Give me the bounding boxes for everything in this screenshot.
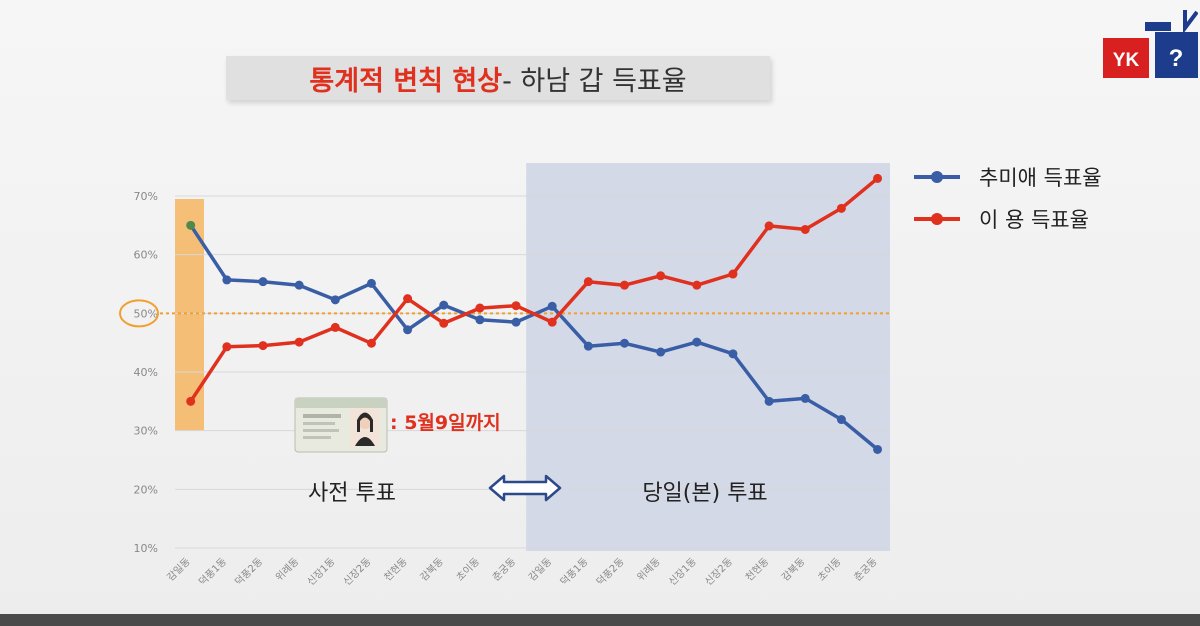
legend-dot-chu [931, 171, 943, 183]
x-tick-label: 신장2동 [341, 556, 374, 589]
y-tick-label: 20% [134, 483, 158, 496]
x-tick-label: 천현동 [382, 556, 410, 584]
x-tick-label: 춘궁동 [490, 556, 518, 584]
x-tick-label: 덕풍1동 [196, 556, 229, 589]
data-point [656, 347, 666, 357]
data-point [583, 277, 593, 287]
data-point [836, 203, 846, 213]
data-point [728, 349, 738, 359]
data-point [439, 300, 449, 310]
data-point [222, 342, 232, 352]
series-layer [186, 173, 883, 454]
x-tick-label: 감일동 [526, 556, 554, 584]
legend-label-chu: 추미애 득표율 [979, 166, 1102, 190]
y-tick-label: 50% [134, 307, 158, 320]
data-point [294, 337, 304, 347]
y-axis-ticks: 70% 60% 50% 40% 30% 20% 10% [134, 190, 158, 555]
data-point [330, 322, 340, 332]
y-tick-label: 70% [134, 190, 158, 203]
data-point [800, 224, 810, 234]
data-point [873, 173, 883, 183]
data-point [403, 294, 413, 304]
data-point [764, 396, 774, 406]
data-point [511, 317, 521, 327]
election-day-band [526, 163, 890, 551]
logo-blue-block [1155, 32, 1198, 78]
series-line-1 [189, 177, 879, 403]
data-point [873, 444, 883, 454]
y-tick-label: 10% [134, 542, 158, 555]
legend-dot-lee [931, 213, 943, 225]
x-tick-label: 덕풍1동 [558, 556, 591, 589]
x-tick-label: 신장2동 [703, 556, 736, 589]
logo-red-block [1103, 38, 1149, 78]
y-tick-label: 40% [134, 366, 158, 379]
data-point [294, 280, 304, 290]
x-tick-label: 감일동 [165, 556, 193, 584]
x-tick-label: 신장1동 [305, 556, 338, 589]
data-point [620, 280, 629, 290]
legend: 추미애 득표율 이 용 득표율 [914, 166, 1102, 232]
logo-right-text: ? [1169, 45, 1184, 72]
data-point [656, 271, 666, 281]
legend-label-lee: 이 용 득표율 [979, 208, 1089, 232]
data-point [439, 318, 449, 328]
x-tick-label: 천현동 [743, 556, 771, 584]
title-main: 통계적 변칙 현상 [309, 65, 503, 97]
data-point [692, 337, 702, 347]
data-point [511, 301, 521, 311]
x-tick-label: 덕풍2동 [594, 556, 627, 589]
data-point [475, 303, 485, 313]
early-vote-label: 사전 투표 [308, 481, 396, 506]
data-point [330, 295, 340, 305]
data-point [403, 325, 413, 335]
logo-check-mark [1183, 10, 1198, 34]
data-point [836, 415, 846, 425]
data-point [366, 278, 376, 288]
data-point [692, 280, 702, 290]
x-tick-label: 초이동 [816, 556, 844, 584]
id-card-icon [294, 397, 388, 453]
data-point [258, 277, 268, 287]
y-tick-label: 60% [134, 249, 158, 262]
logo-t-bar [1145, 22, 1171, 31]
data-point [620, 338, 629, 348]
title-box: 통계적 변칙 현상 - 하남 갑 득표율 [226, 56, 770, 100]
x-tick-label: 덕풍2동 [233, 556, 266, 589]
x-tick-label: 감북동 [779, 556, 807, 584]
data-point [583, 341, 593, 351]
data-point [728, 269, 738, 279]
first-precinct-highlight [175, 199, 204, 431]
election-day-label: 당일(본) 투표 [642, 481, 767, 506]
channel-logo: YK ? [1103, 10, 1198, 78]
x-tick-label: 감북동 [418, 556, 446, 584]
data-point [366, 338, 376, 348]
x-tick-label: 춘궁동 [852, 556, 880, 584]
logo-left-text: YK [1113, 50, 1140, 71]
title-sub: - 하남 갑 득표율 [502, 65, 687, 97]
fifty-percent-circle [119, 299, 159, 328]
data-point [547, 317, 557, 327]
data-point [222, 275, 232, 285]
data-point [547, 301, 557, 311]
x-tick-label: 위례동 [634, 555, 663, 584]
double-arrow-icon [488, 474, 562, 502]
video-bottom-strip [0, 614, 1200, 626]
x-tick-label: 신장1동 [666, 556, 699, 589]
data-point [800, 393, 810, 403]
id-card-note: : 5월9일까지 [390, 412, 501, 434]
data-point [258, 341, 268, 351]
data-point [475, 315, 485, 325]
x-tick-label: 위례동 [273, 555, 302, 584]
data-point [186, 396, 196, 406]
x-axis-ticks: 감일동 덕풍1동 덕풍2동 위례동 신장1동 신장2동 천현동 감북동 초이동 춘궁동 감일동 덕풍1… [165, 555, 880, 588]
data-point [764, 221, 774, 231]
x-tick-label: 초이동 [454, 556, 482, 584]
data-point [186, 220, 196, 230]
y-tick-label: 30% [134, 425, 158, 438]
